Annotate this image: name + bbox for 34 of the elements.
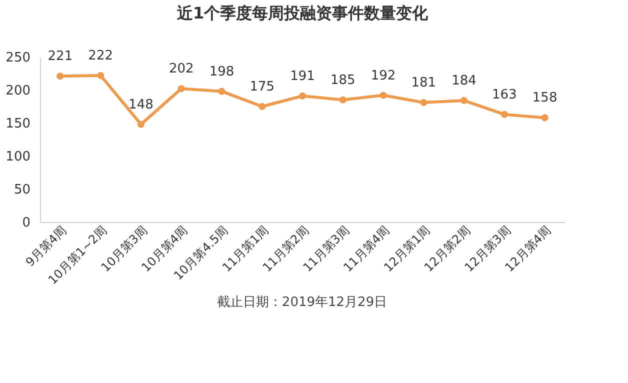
y-tick-label: 150	[6, 116, 30, 132]
data-label: 163	[492, 87, 517, 102]
data-label: 175	[250, 80, 275, 94]
point	[178, 85, 185, 92]
point	[298, 92, 306, 100]
data-label: 198	[209, 64, 234, 80]
chart-title: 近1个季度每周投融资事件数量变化	[176, 3, 430, 22]
y-tick-label: 250	[6, 50, 30, 66]
data-label: 191	[290, 68, 315, 84]
text: 截止日期：2019年12月29日	[216, 295, 388, 310]
point	[258, 102, 266, 110]
point	[97, 72, 104, 80]
point	[500, 110, 508, 118]
data-label: 184	[452, 74, 476, 89]
y-tick-label: 0	[22, 216, 30, 230]
y-tick-label: 100	[6, 150, 30, 164]
y-tick-label: 50	[14, 182, 30, 198]
point	[56, 72, 64, 80]
point	[339, 96, 346, 104]
y-tick-label: 200	[6, 84, 30, 98]
point	[218, 88, 226, 95]
data-label: 181	[411, 76, 436, 91]
data-label: 185	[330, 72, 356, 88]
data-label: 202	[168, 62, 194, 77]
point	[541, 114, 548, 122]
point	[420, 99, 428, 106]
point	[137, 120, 144, 128]
data-label: 148	[128, 97, 154, 112]
data-label: 222	[88, 48, 113, 64]
data-label: 192	[370, 68, 396, 84]
point	[380, 92, 387, 99]
data-label: 158	[532, 90, 558, 106]
point	[460, 97, 468, 104]
data-label: 221	[48, 49, 73, 64]
